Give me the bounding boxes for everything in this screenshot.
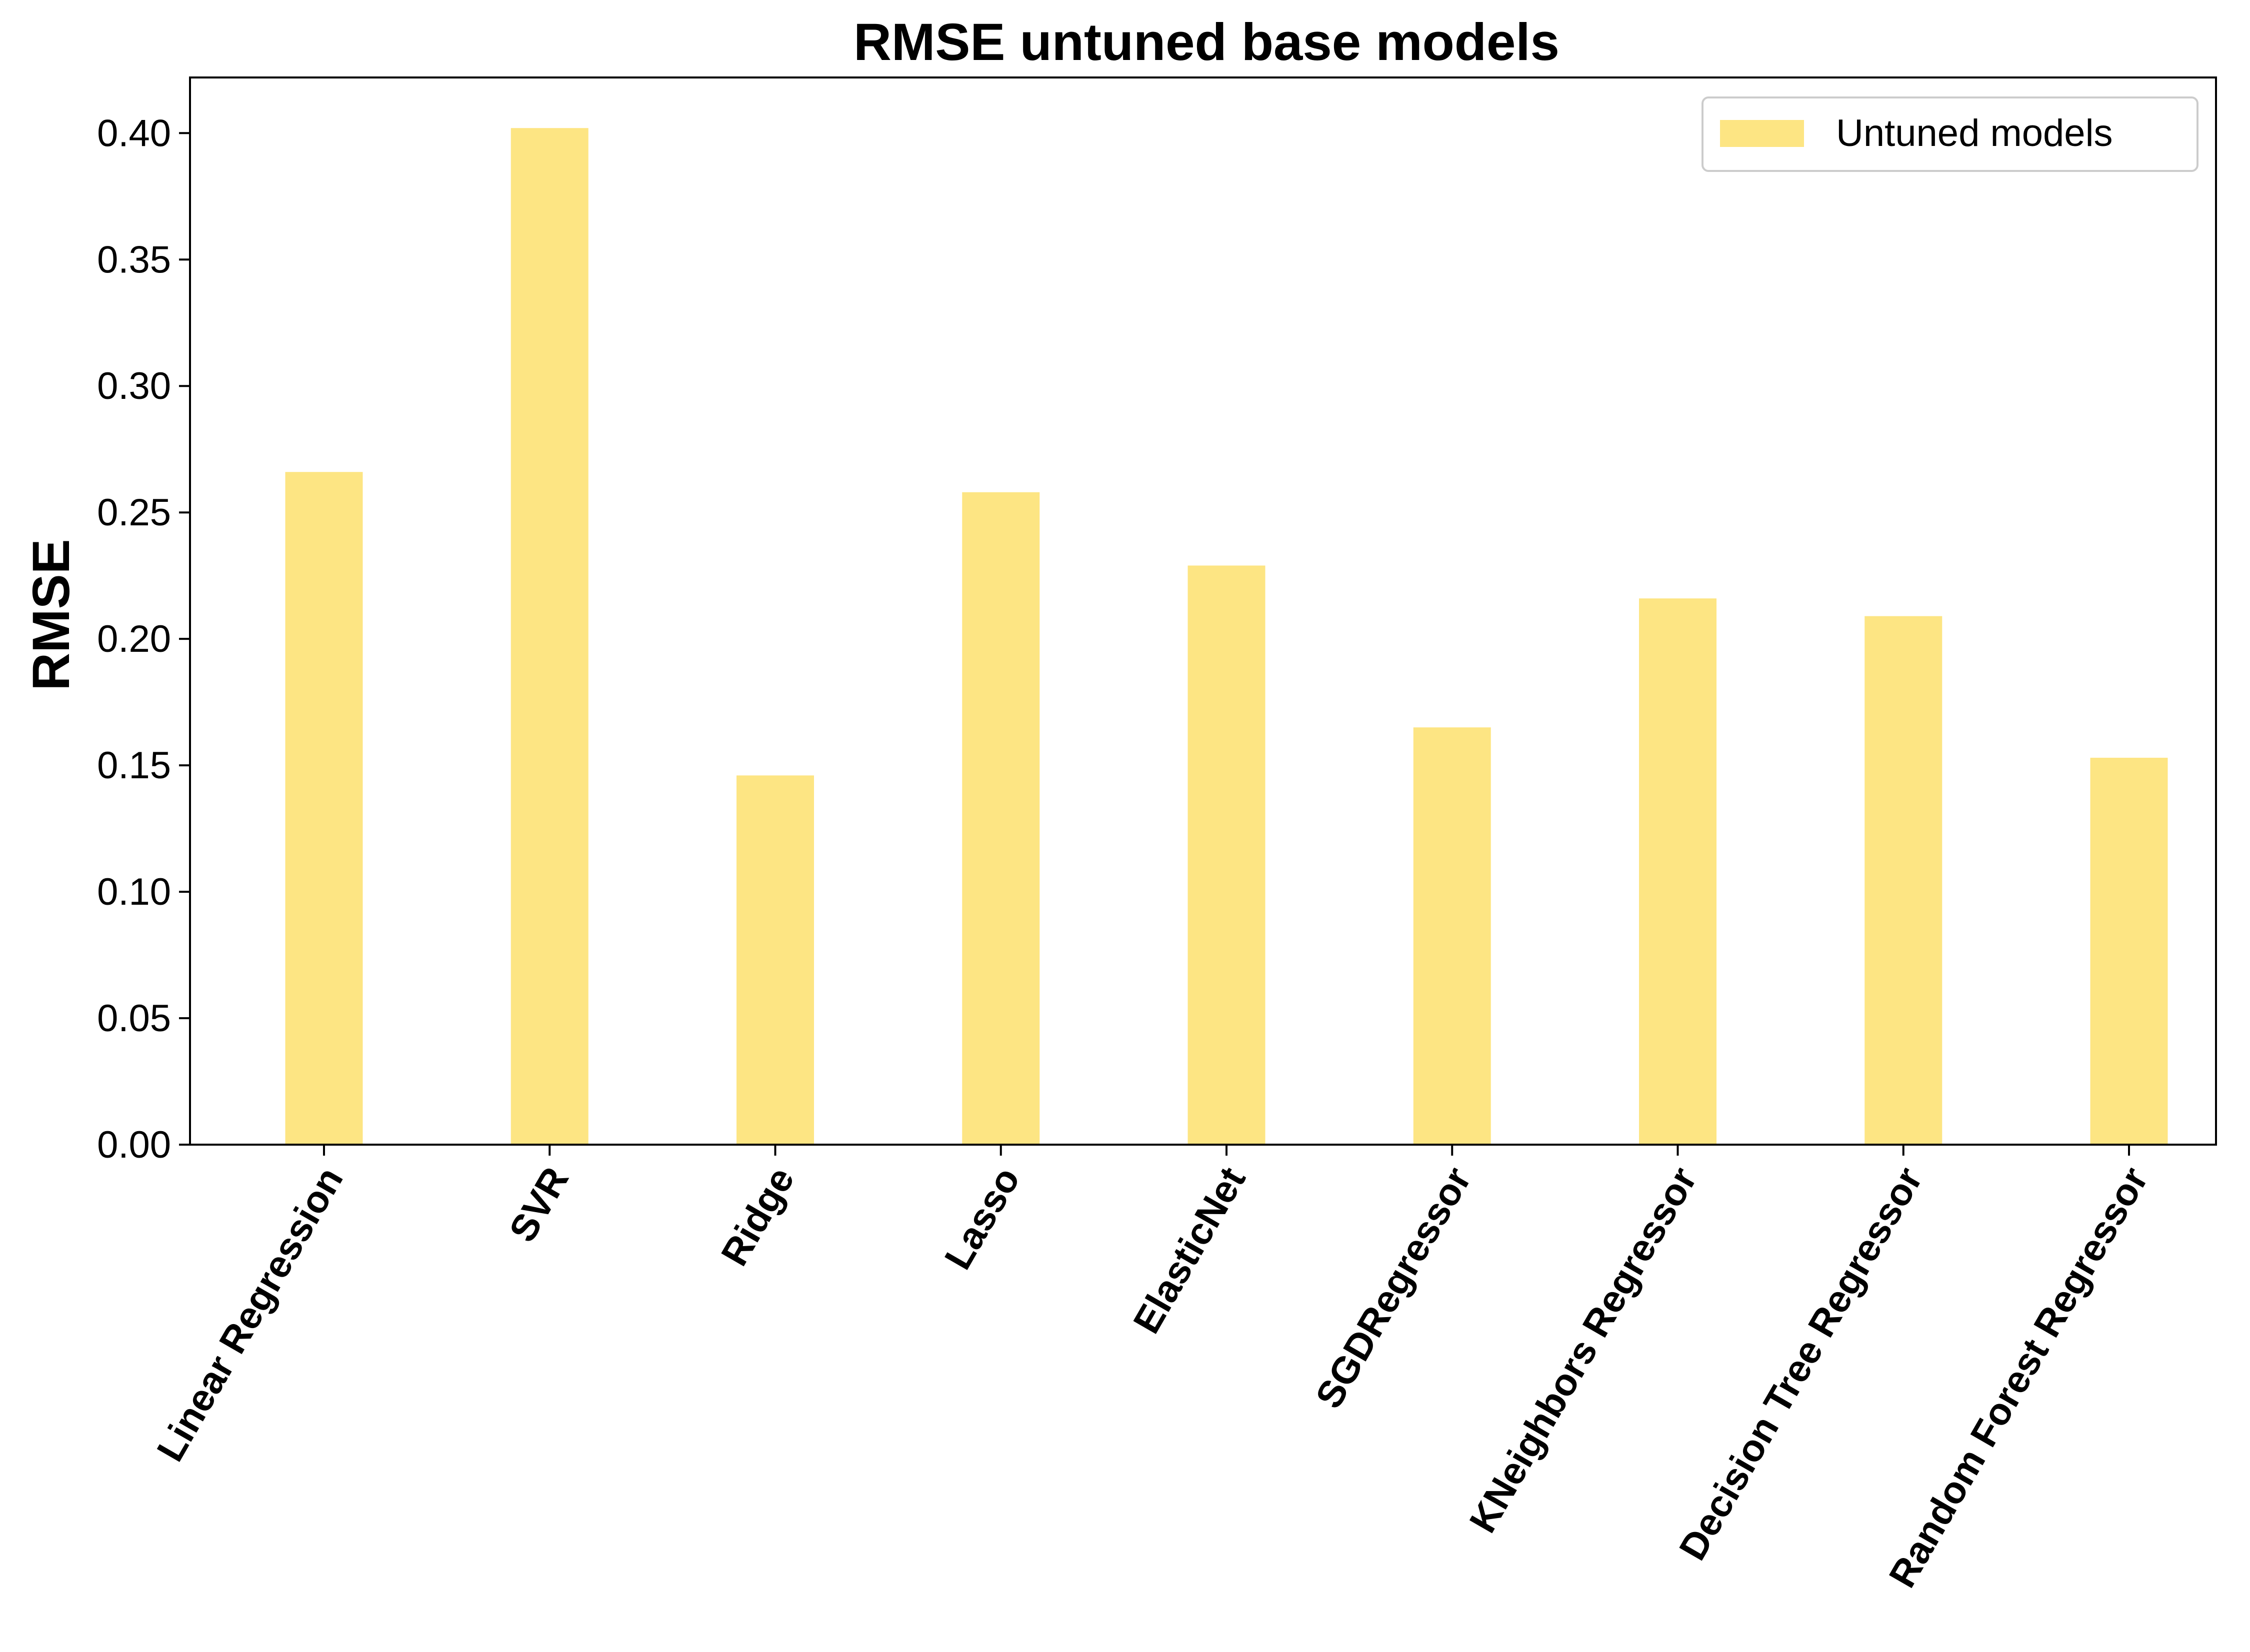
bar (1188, 565, 1266, 1145)
y-axis-label: RMSE (22, 539, 80, 690)
bar (1413, 727, 1491, 1145)
x-tick-label: Random Forest Regressor (1881, 1160, 2156, 1595)
bar (736, 775, 814, 1145)
plot-area: 0.00 0.05 0.10 0.15 0.20 0.25 0.30 0.35 0.40 Line… (97, 76, 2217, 1595)
x-tick-label: SGDRegressor (1308, 1160, 1480, 1416)
bar (2090, 757, 2168, 1145)
legend-frame (1702, 96, 2198, 172)
legend-label: Untuned models (1836, 112, 2112, 154)
x-tick-label: SVR (501, 1160, 577, 1249)
bar (962, 492, 1040, 1145)
x-tick-label: Decision Tree Regressor (1671, 1160, 1930, 1567)
y-tick-label: 0.10 (97, 871, 171, 913)
y-tick-label: 0.15 (97, 744, 171, 787)
x-tick-label: ElasticNet (1125, 1160, 1254, 1341)
legend-swatch (1720, 120, 1804, 147)
bar (510, 128, 588, 1145)
y-tick-label: 0.00 (97, 1124, 171, 1166)
y-tick-label: 0.25 (97, 491, 171, 534)
x-tick-label: Ridge (713, 1160, 802, 1273)
y-tick-label: 0.20 (97, 618, 171, 660)
bar (285, 472, 363, 1145)
y-tick-label: 0.40 (97, 112, 171, 154)
y-tick-label: 0.30 (97, 365, 171, 407)
y-tick-label: 0.05 (97, 997, 171, 1040)
legend: Untuned models (1702, 96, 2198, 172)
x-tick-label: Lasso (936, 1160, 1028, 1277)
y-tick-label: 0.35 (97, 238, 171, 281)
chart-title: RMSE untuned base models (854, 13, 1560, 71)
x-tick-label: KNeighbors Regressor (1462, 1160, 1705, 1540)
x-tick-label: Linear Regression (149, 1160, 352, 1469)
axes-frame (189, 76, 2217, 1146)
bar (1639, 598, 1716, 1145)
bar (1864, 616, 1942, 1145)
